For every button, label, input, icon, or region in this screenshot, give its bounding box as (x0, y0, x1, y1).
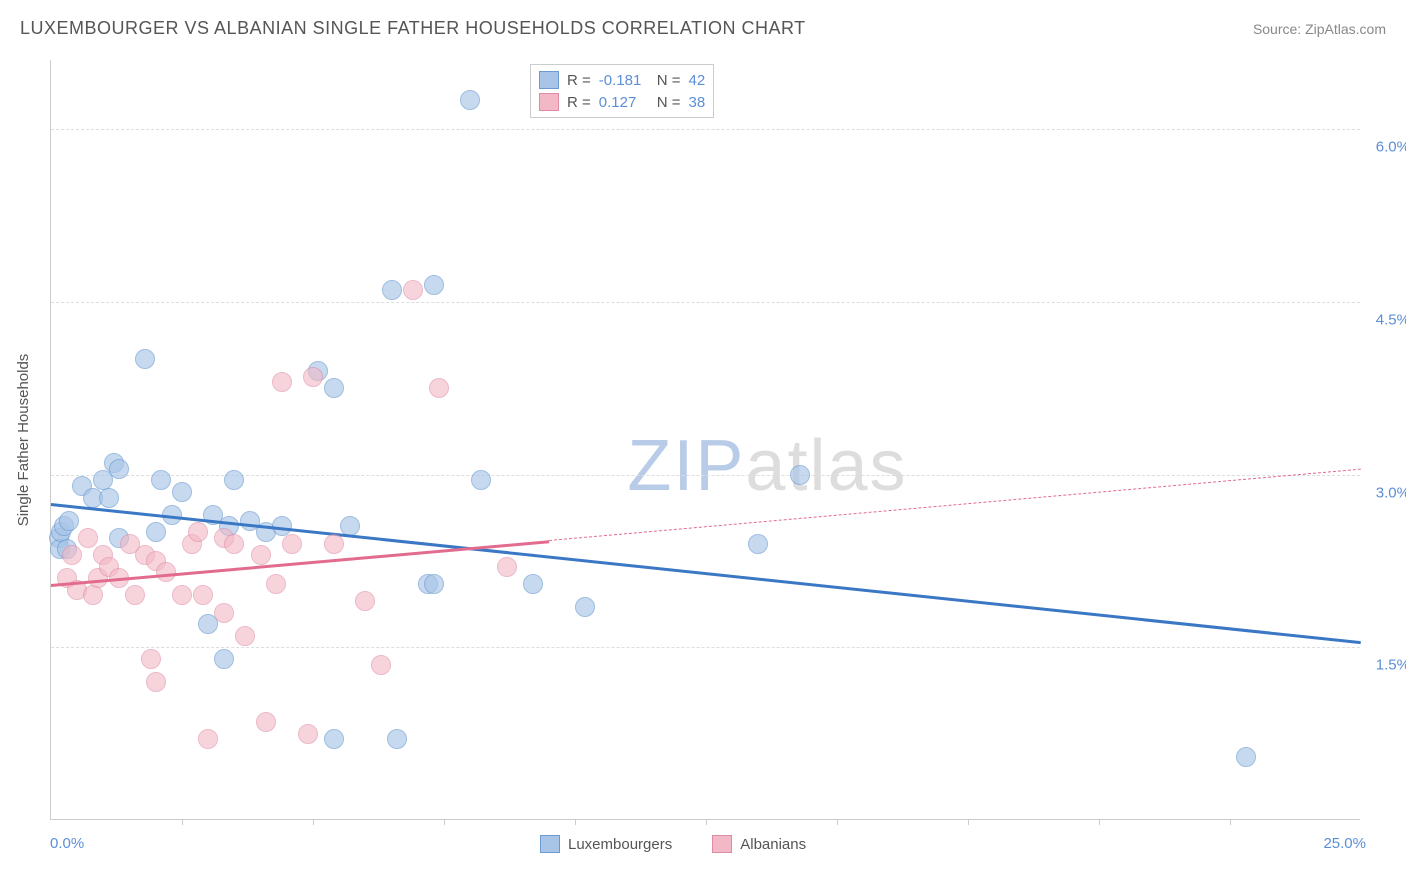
scatter-point (141, 649, 161, 669)
scatter-point (575, 597, 595, 617)
scatter-point (298, 724, 318, 744)
scatter-point (99, 488, 119, 508)
scatter-point (59, 511, 79, 531)
chart-title: LUXEMBOURGER VS ALBANIAN SINGLE FATHER H… (20, 18, 806, 39)
scatter-point (371, 655, 391, 675)
scatter-point (151, 470, 171, 490)
scatter-point (78, 528, 98, 548)
ytick-label: 6.0% (1376, 139, 1406, 156)
r-value: 0.127 (599, 94, 649, 111)
scatter-point (198, 729, 218, 749)
scatter-point (324, 534, 344, 554)
trendline (549, 469, 1361, 541)
scatter-point (424, 275, 444, 295)
xtick (1230, 819, 1231, 825)
scatter-point (382, 280, 402, 300)
xtick (313, 819, 314, 825)
legend-label: Luxembourgers (568, 836, 672, 853)
scatter-point (109, 459, 129, 479)
scatter-point (272, 372, 292, 392)
chart-plot-area: ZIPatlas 1.5%3.0%4.5%6.0% (50, 60, 1360, 820)
n-label: N = (657, 72, 681, 89)
scatter-point (355, 591, 375, 611)
scatter-point (303, 367, 323, 387)
scatter-point (172, 482, 192, 502)
scatter-point (497, 557, 517, 577)
ytick-label: 1.5% (1376, 657, 1406, 674)
yaxis-title: Single Father Households (15, 354, 32, 527)
gridline (51, 647, 1360, 648)
scatter-point (523, 574, 543, 594)
scatter-point (387, 729, 407, 749)
r-label: R = (567, 72, 591, 89)
legend-swatch-icon (539, 93, 559, 111)
r-value: -0.181 (599, 72, 649, 89)
scatter-point (224, 534, 244, 554)
scatter-point (324, 729, 344, 749)
scatter-point (135, 349, 155, 369)
source-label: Source: ZipAtlas.com (1253, 21, 1386, 37)
scatter-point (83, 585, 103, 605)
scatter-point (256, 712, 276, 732)
scatter-point (282, 534, 302, 554)
watermark-atlas: atlas (745, 426, 907, 506)
gridline (51, 129, 1360, 130)
scatter-point (251, 545, 271, 565)
series-legend: Luxembourgers Albanians (540, 835, 806, 853)
scatter-point (266, 574, 286, 594)
scatter-point (324, 378, 344, 398)
legend-label: Albanians (740, 836, 806, 853)
legend-item-albanians: Albanians (712, 835, 806, 853)
scatter-point (429, 378, 449, 398)
scatter-point (125, 585, 145, 605)
scatter-point (748, 534, 768, 554)
gridline (51, 475, 1360, 476)
scatter-point (172, 585, 192, 605)
scatter-point (214, 649, 234, 669)
scatter-point (424, 574, 444, 594)
watermark: ZIPatlas (627, 425, 907, 507)
scatter-point (214, 603, 234, 623)
ytick-label: 4.5% (1376, 311, 1406, 328)
xtick (837, 819, 838, 825)
scatter-point (403, 280, 423, 300)
xaxis-max-label: 25.0% (1323, 835, 1366, 852)
r-label: R = (567, 94, 591, 111)
scatter-point (146, 672, 166, 692)
scatter-point (235, 626, 255, 646)
legend-item-luxembourgers: Luxembourgers (540, 835, 672, 853)
xtick (1099, 819, 1100, 825)
gridline (51, 302, 1360, 303)
xtick (444, 819, 445, 825)
legend-swatch-icon (712, 835, 732, 853)
trendline (51, 503, 1361, 644)
correlation-row: R = -0.181 N = 42 (539, 69, 705, 91)
scatter-point (1236, 747, 1256, 767)
scatter-point (224, 470, 244, 490)
scatter-point (790, 465, 810, 485)
xtick (575, 819, 576, 825)
correlation-legend: R = -0.181 N = 42 R = 0.127 N = 38 (530, 64, 714, 118)
scatter-point (193, 585, 213, 605)
scatter-point (62, 545, 82, 565)
n-label: N = (657, 94, 681, 111)
n-value: 42 (689, 72, 706, 89)
correlation-row: R = 0.127 N = 38 (539, 91, 705, 113)
xtick (968, 819, 969, 825)
xaxis-min-label: 0.0% (50, 835, 84, 852)
xtick (182, 819, 183, 825)
scatter-point (146, 522, 166, 542)
scatter-point (471, 470, 491, 490)
legend-swatch-icon (540, 835, 560, 853)
n-value: 38 (689, 94, 706, 111)
scatter-point (188, 522, 208, 542)
ytick-label: 3.0% (1376, 484, 1406, 501)
legend-swatch-icon (539, 71, 559, 89)
watermark-zip: ZIP (627, 426, 745, 506)
xtick (706, 819, 707, 825)
scatter-point (460, 90, 480, 110)
